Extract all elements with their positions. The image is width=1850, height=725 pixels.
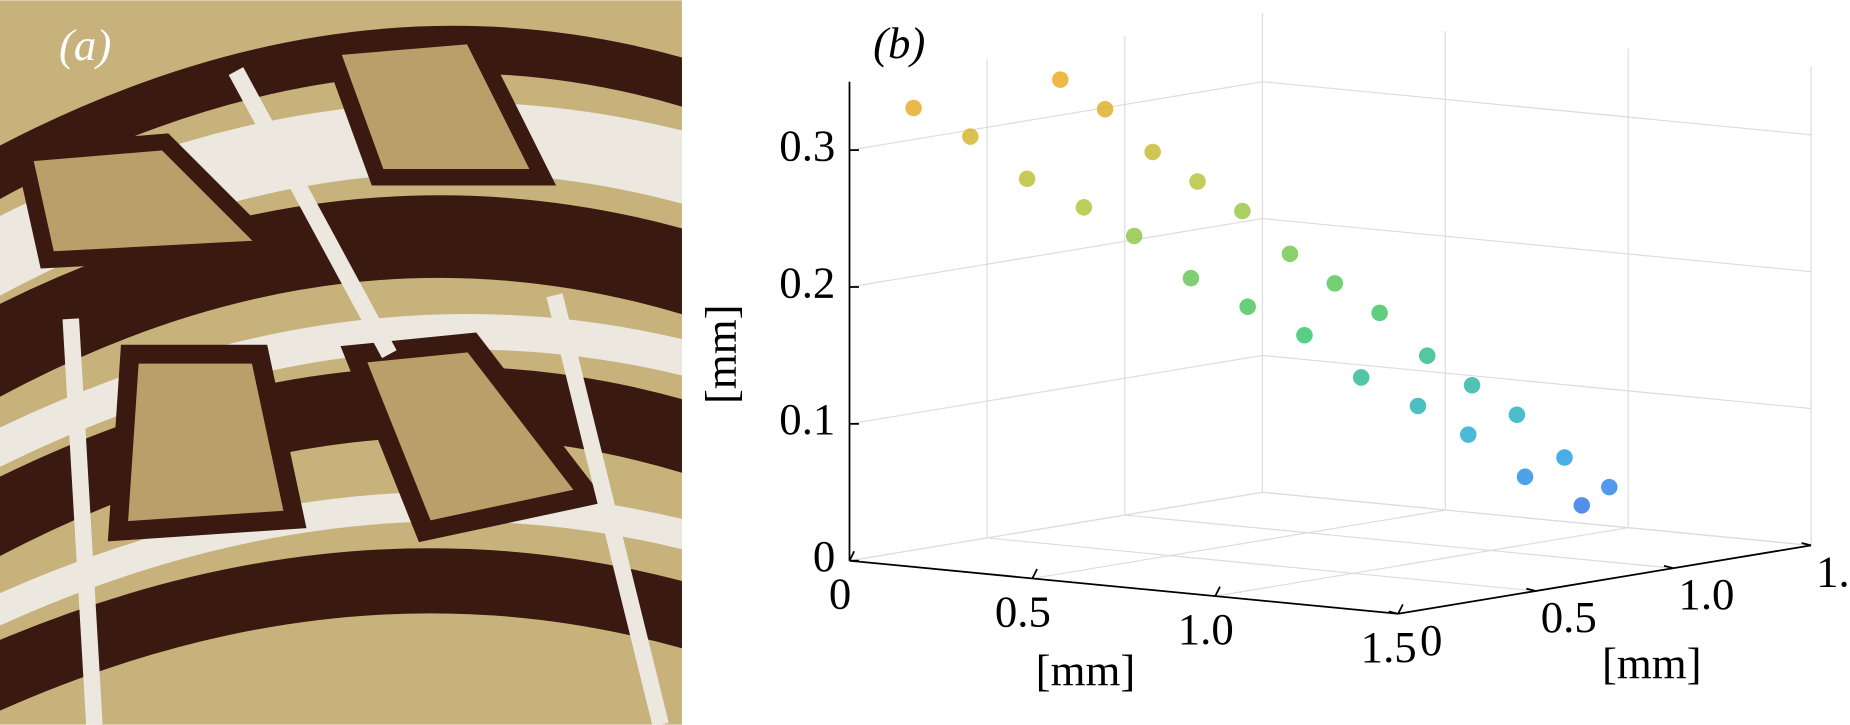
z-tick-label: 0.2 <box>779 257 835 307</box>
z-tick-label: 0.1 <box>779 394 835 444</box>
grid-line <box>1215 527 1629 597</box>
tick-mark <box>1801 542 1812 547</box>
point <box>1234 202 1251 220</box>
grid-line <box>849 217 1263 288</box>
point <box>1326 275 1344 292</box>
axis-line <box>849 559 1399 615</box>
point <box>1573 497 1591 514</box>
y-tick-label: 1.0 <box>1678 569 1734 619</box>
x-tick-label: 1.0 <box>1178 604 1234 654</box>
tick-mark <box>1031 568 1038 579</box>
photo <box>0 0 682 725</box>
point <box>1239 298 1256 315</box>
panel-label: (b) <box>873 18 925 68</box>
tick-mark <box>1214 586 1221 597</box>
point <box>1418 347 1436 364</box>
point <box>1296 326 1313 344</box>
x-tick-label: 0.5 <box>995 586 1051 636</box>
x-tick-label: 1.5 <box>1361 622 1417 672</box>
point <box>1144 143 1161 161</box>
point <box>1281 245 1299 263</box>
point <box>1516 468 1534 486</box>
point <box>1096 100 1114 118</box>
point <box>1182 269 1200 287</box>
grid-line <box>1124 514 1674 569</box>
grid-line <box>849 81 1263 151</box>
point <box>1075 199 1093 216</box>
point <box>962 128 979 145</box>
tick-mark <box>1526 587 1536 592</box>
tick-mark <box>1388 610 1399 615</box>
point <box>1371 304 1388 322</box>
plot-3d: 00.10.20.300.51.01.500.51.01.5[mm][mm][m… <box>696 13 1850 695</box>
point <box>1460 426 1477 443</box>
y-tick-label: 0.5 <box>1541 592 1597 642</box>
axis-line <box>1397 544 1812 615</box>
point <box>1508 406 1526 424</box>
point <box>1601 478 1618 496</box>
point <box>1189 173 1206 190</box>
z-tick-label: 0 <box>813 531 835 581</box>
point <box>1463 376 1481 394</box>
point <box>1352 369 1370 386</box>
z-axis-label: [mm] <box>696 304 746 404</box>
grid-line <box>987 537 1536 592</box>
y-tick-label: 0 <box>1420 615 1442 665</box>
point <box>1409 397 1427 415</box>
point <box>1052 71 1069 88</box>
grid-line <box>1032 509 1446 579</box>
tick-mark <box>1663 564 1674 570</box>
grid-line <box>1262 354 1812 410</box>
grid-line <box>1262 81 1812 136</box>
point <box>1125 227 1143 245</box>
z-tick-label: 0.3 <box>779 120 835 170</box>
point <box>1018 170 1036 188</box>
grid-line <box>1262 217 1812 273</box>
point <box>905 99 922 117</box>
y-axis-label: [mm] <box>1602 638 1702 688</box>
panel-label: (a) <box>59 20 111 70</box>
x-axis-label: [mm] <box>1036 645 1136 695</box>
y-tick-label: 1.5 <box>1816 546 1850 596</box>
tick-mark <box>848 550 856 562</box>
tick-mark <box>1397 603 1404 615</box>
x-tick-label: 0 <box>829 569 851 619</box>
grid-line <box>1262 491 1812 546</box>
grid-line <box>849 491 1263 562</box>
point <box>1556 449 1573 466</box>
grid-line <box>849 354 1263 425</box>
